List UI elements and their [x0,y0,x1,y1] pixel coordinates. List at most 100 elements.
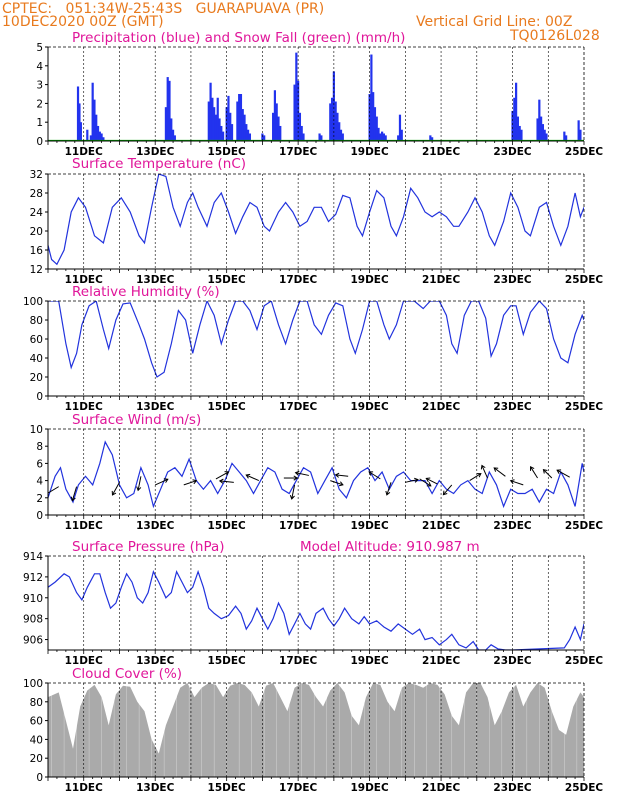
precip-bar [300,125,303,141]
panel-title-3: Surface Wind (m/s) [72,412,201,428]
wind-arrow [154,478,169,486]
precip-bar [275,103,278,141]
x-tick-label: 17DEC [279,274,318,286]
x-tick-label: 19DEC [350,655,389,667]
precip-bar [227,95,230,141]
precip-bar [79,122,82,141]
x-tick-label: 25DEC [565,401,604,413]
x-tick-label: 17DEC [279,782,318,794]
x-tick-label: 17DEC [279,655,318,667]
precip-bar [229,112,232,141]
y-tick-label: 4 [36,61,43,73]
precip-bar [247,129,250,141]
precip-bar [168,80,171,141]
x-tick-label: 13DEC [136,520,175,532]
precip-bar [320,135,323,141]
x-tick-label: 21DEC [422,782,461,794]
y-tick-label: 16 [30,245,44,257]
precip-bar [96,125,100,141]
wind-arrow [112,482,120,496]
x-tick-label: 13DEC [136,655,175,667]
panel-title-0: Precipitation (blue) and Snow Fall (gree… [72,30,405,46]
wind-arrow-head [542,468,548,474]
precip-bar [381,131,384,141]
precip-bar [513,97,516,141]
x-tick-label: 21DEC [422,401,461,413]
x-tick-label: 11DEC [65,782,104,794]
precip-bar [429,135,432,141]
wind-arrow [426,477,438,485]
precip-bar [400,129,403,141]
x-tick-label: 25DEC [565,520,604,532]
x-tick-label: 19DEC [350,146,389,158]
precip-bar [248,133,251,141]
y-tick-label: 6 [36,458,43,470]
wind-arrow [405,479,419,483]
precip-bar [173,135,176,141]
x-tick-label: 11DEC [65,146,104,158]
panel-title-5: Cloud Cover (%) [72,666,182,682]
plot-area-0 [48,52,584,141]
wind-arrow-head [368,471,374,476]
precip-bar [339,129,343,141]
y-tick-label: 40 [30,353,43,365]
plot-area-3 [48,440,584,509]
y-tick-label: 20 [30,753,43,765]
y-tick-label: 4 [36,476,43,488]
precip-bar [261,133,264,141]
y-tick-label: 914 [23,551,43,563]
y-tick-label: 80 [30,315,43,327]
x-tick-label: 17DEC [279,146,318,158]
precip-bar [273,90,277,141]
y-tick-label: 908 [23,614,43,626]
precip-bar [239,94,243,141]
precip-bar [338,122,341,141]
precip-bar [545,133,548,141]
precip-bar [211,97,214,141]
x-tick-label: 13DEC [136,274,175,286]
plot-area-2 [48,301,584,378]
wind-arrow [48,486,59,494]
x-tick-label: 23DEC [493,274,532,286]
x-tick-label: 13DEC [136,146,175,158]
precip-bar [93,99,96,141]
wind-arrow-head [556,469,562,474]
x-tick-label: 23DEC [493,782,532,794]
header-grid-note: Vertical Grid Line: 00Z [416,14,573,30]
x-tick-label: 25DEC [565,146,604,158]
precip-bar [332,71,335,141]
precip-bar [334,101,337,141]
precip-bar [218,118,221,141]
wind-arrow [469,473,482,482]
x-tick-label: 23DEC [493,520,532,532]
precip-bar [76,86,80,141]
precip-bar [220,125,223,141]
y-tick-label: 912 [23,572,43,584]
plot-area-5 [48,683,584,777]
panel-5: 0 20 40 60 80 100 11DEC 13DEC 15DEC 17DEC 19DEC 21D… [23,666,603,794]
wind-arrow [443,484,453,496]
wind-arrow-head [218,478,224,484]
x-tick-label: 21DEC [422,274,461,286]
x-tick-label: 19DEC [350,520,389,532]
wind-arrow-head [294,470,300,476]
y-tick-label: 100 [23,296,43,308]
precip-bar [297,80,300,141]
y-tick-label: 0 [36,772,43,784]
x-tick-label: 21DEC [422,146,461,158]
precip-bar [86,129,89,141]
precip-bar [272,112,275,141]
precip-bar [565,135,568,141]
wind-arrow-head [289,494,295,500]
x-tick-label: 11DEC [65,401,104,413]
y-tick-label: 0 [36,391,43,403]
y-tick-label: 0 [36,136,43,148]
wind-arrow-head [385,490,391,496]
wind-arrow [556,469,570,478]
wind-arrow-head [414,477,419,483]
series-line-2 [48,301,584,378]
panel-2: 0 20 40 60 80 100 11DEC 13DEC 15DEC 17DEC 19DEC 21D… [23,284,603,413]
precip-bar [89,135,92,141]
header-date-line: 10DEC2020 00Z (GMT) [2,14,164,30]
